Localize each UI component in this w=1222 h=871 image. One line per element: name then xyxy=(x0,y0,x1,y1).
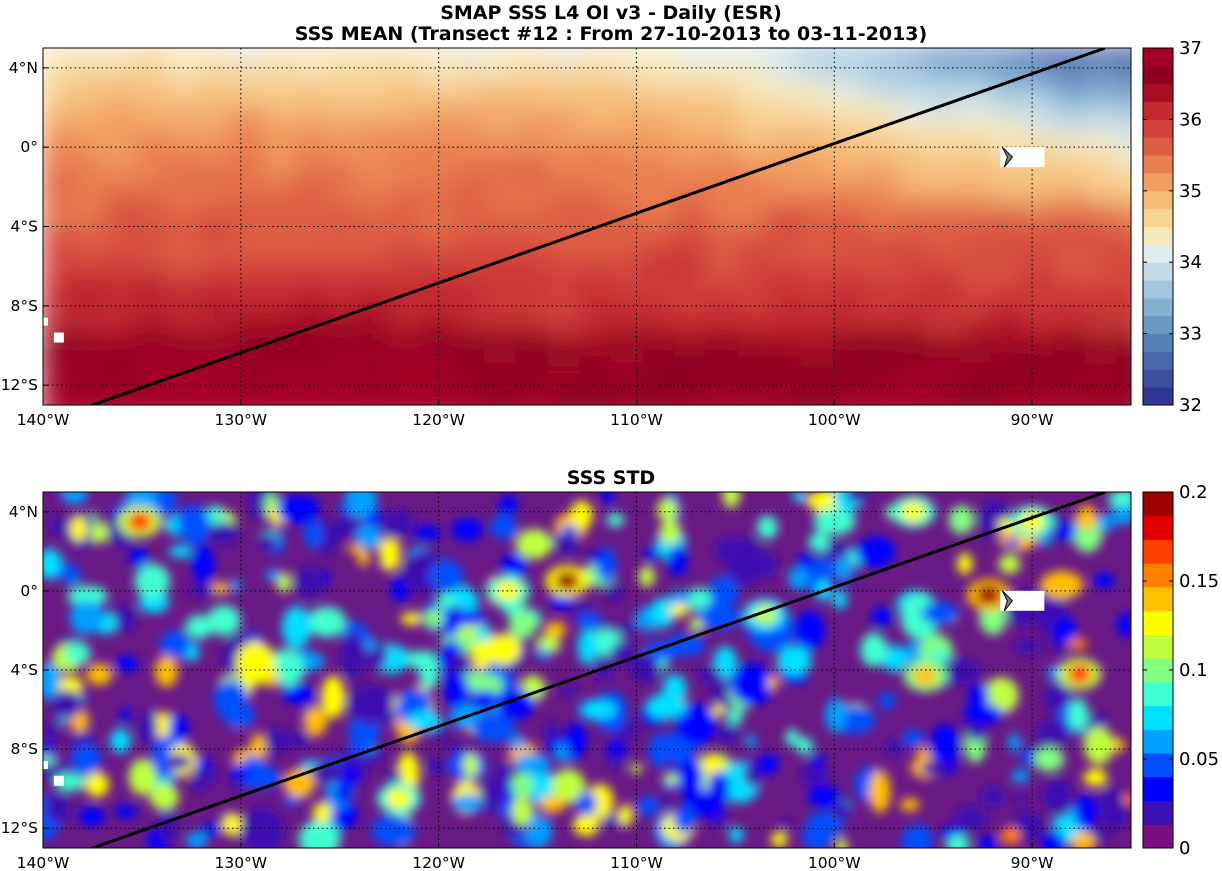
colorbar-segment xyxy=(1143,226,1173,245)
colorbar-segment xyxy=(1143,155,1173,174)
colorbar-segment xyxy=(1143,351,1173,370)
land-mask xyxy=(1000,147,1045,168)
colorbar-segment xyxy=(1143,137,1173,156)
mean-map-panel: 4°N 0° 4°S 8°S 12°S 140°W 130°W 120°W 110°W 100°… xyxy=(1,47,1132,429)
colorbar-segment xyxy=(1143,119,1173,138)
std-lat-labels: 4°N 0° 4°S 8°S 12°S xyxy=(1,503,48,837)
std-field xyxy=(43,492,1131,848)
mean-lat-labels: 4°N 0° 4°S 8°S 12°S xyxy=(1,59,48,394)
colorbar-segment xyxy=(1143,297,1173,317)
colorbar-segment xyxy=(1143,48,1173,67)
land-mask xyxy=(1000,590,1045,611)
std-land-marker xyxy=(43,590,1045,786)
colorbar-segment xyxy=(1143,658,1173,683)
mean-land-marker xyxy=(43,146,1045,343)
colorbar-segment xyxy=(1143,586,1173,612)
colorbar-segment xyxy=(1143,705,1173,730)
colorbar-segment xyxy=(1143,262,1173,281)
colorbar-segment xyxy=(1143,83,1173,103)
std-lon-labels: 140°W 130°W 120°W 110°W 100°W 90°W xyxy=(17,843,1054,871)
colorbar-segment xyxy=(1143,824,1173,849)
colorbar-tick-label: 35 xyxy=(1179,181,1202,202)
colorbar-tick-label: 37 xyxy=(1179,38,1202,59)
colorbar-segment xyxy=(1143,681,1173,707)
colorbar-tick-label: 0 xyxy=(1179,838,1190,859)
lat-tick-label: 4°N xyxy=(9,59,38,77)
lon-tick-label: 120°W xyxy=(412,854,465,871)
lat-tick-label: 0° xyxy=(20,582,38,600)
island-mask xyxy=(53,332,64,343)
island-mask xyxy=(43,317,48,326)
lon-tick-label: 100°W xyxy=(808,411,861,429)
mean-salinity-field xyxy=(43,48,1131,405)
lon-tick-label: 140°W xyxy=(17,854,70,871)
colorbar-tick-label: 34 xyxy=(1179,252,1202,273)
lat-tick-label: 4°S xyxy=(11,661,38,679)
lon-tick-label: 130°W xyxy=(214,854,267,871)
lon-tick-label: 140°W xyxy=(17,411,70,429)
lon-tick-label: 120°W xyxy=(412,411,465,429)
colorbar-segment xyxy=(1143,539,1173,564)
colorbar-segment xyxy=(1143,387,1173,406)
colorbar-segment xyxy=(1143,172,1173,192)
colorbar-tick-label: 32 xyxy=(1179,395,1202,416)
colorbar-segment xyxy=(1143,280,1173,299)
lon-tick-label: 130°W xyxy=(214,411,267,429)
lat-tick-label: 0° xyxy=(20,138,38,156)
mean-lon-labels: 140°W 130°W 120°W 110°W 100°W 90°W xyxy=(17,400,1054,429)
island-mask xyxy=(53,775,64,786)
colorbar-tick-label: 36 xyxy=(1179,109,1202,130)
colorbar-segment xyxy=(1143,800,1173,825)
colorbar-segment xyxy=(1143,190,1173,210)
mean-colorbar: 32 33 34 35 36 37 xyxy=(1142,38,1202,416)
std-grid xyxy=(43,492,1131,848)
lat-tick-label: 8°S xyxy=(11,740,38,758)
std-panel-title: SSS STD xyxy=(566,467,656,489)
lon-tick-label: 100°W xyxy=(808,854,861,871)
mean-grid xyxy=(43,48,1131,405)
lat-tick-label: 12°S xyxy=(1,376,38,394)
std-transect-line xyxy=(91,492,1106,848)
colorbar-segment xyxy=(1143,333,1173,352)
colorbar-segment xyxy=(1143,492,1173,517)
std-colorbar: 0 0.05 0.1 0.15 0.2 xyxy=(1142,482,1219,859)
colorbar-segment xyxy=(1143,776,1173,802)
colorbar-tick-label: 0.15 xyxy=(1179,571,1219,592)
colorbar-segment xyxy=(1143,753,1173,778)
colorbar-tick-label: 0.2 xyxy=(1179,482,1208,503)
colorbar-tick-label: 0.1 xyxy=(1179,660,1208,681)
lon-tick-label: 110°W xyxy=(610,411,663,429)
colorbar-segment xyxy=(1143,515,1173,540)
figure-title-line2: SSS MEAN (Transect #12 : From 27-10-2013… xyxy=(294,23,928,45)
mean-transect-line xyxy=(91,48,1106,405)
colorbar-segment xyxy=(1143,65,1173,85)
lon-tick-label: 90°W xyxy=(1011,411,1054,429)
island-shape xyxy=(1001,590,1014,612)
colorbar-segment xyxy=(1143,369,1173,388)
lat-tick-label: 12°S xyxy=(1,819,38,837)
std-map-panel: 4°N 0° 4°S 8°S 12°S 140°W 130°W 120°W 110°W 100°… xyxy=(1,491,1132,871)
figure-title-line1: SMAP SSS L4 OI v3 - Daily (ESR) xyxy=(440,2,782,24)
colorbar-segment xyxy=(1143,315,1173,335)
lat-tick-label: 4°S xyxy=(11,218,38,236)
colorbar-segment xyxy=(1143,729,1173,754)
colorbar-segment xyxy=(1143,563,1173,588)
colorbar-segment xyxy=(1143,244,1173,263)
island-shape xyxy=(1001,146,1014,168)
lat-tick-label: 4°N xyxy=(9,503,38,521)
lon-tick-label: 90°W xyxy=(1011,854,1054,871)
colorbar-segment xyxy=(1143,634,1173,659)
lon-tick-label: 110°W xyxy=(610,854,663,871)
colorbar-segment xyxy=(1143,208,1173,227)
colorbar-tick-label: 33 xyxy=(1179,324,1202,345)
island-mask xyxy=(43,760,48,769)
colorbar-tick-label: 0.05 xyxy=(1179,749,1219,770)
colorbar-segment xyxy=(1143,610,1173,635)
lat-tick-label: 8°S xyxy=(11,297,38,315)
colorbar-segment xyxy=(1143,101,1173,120)
